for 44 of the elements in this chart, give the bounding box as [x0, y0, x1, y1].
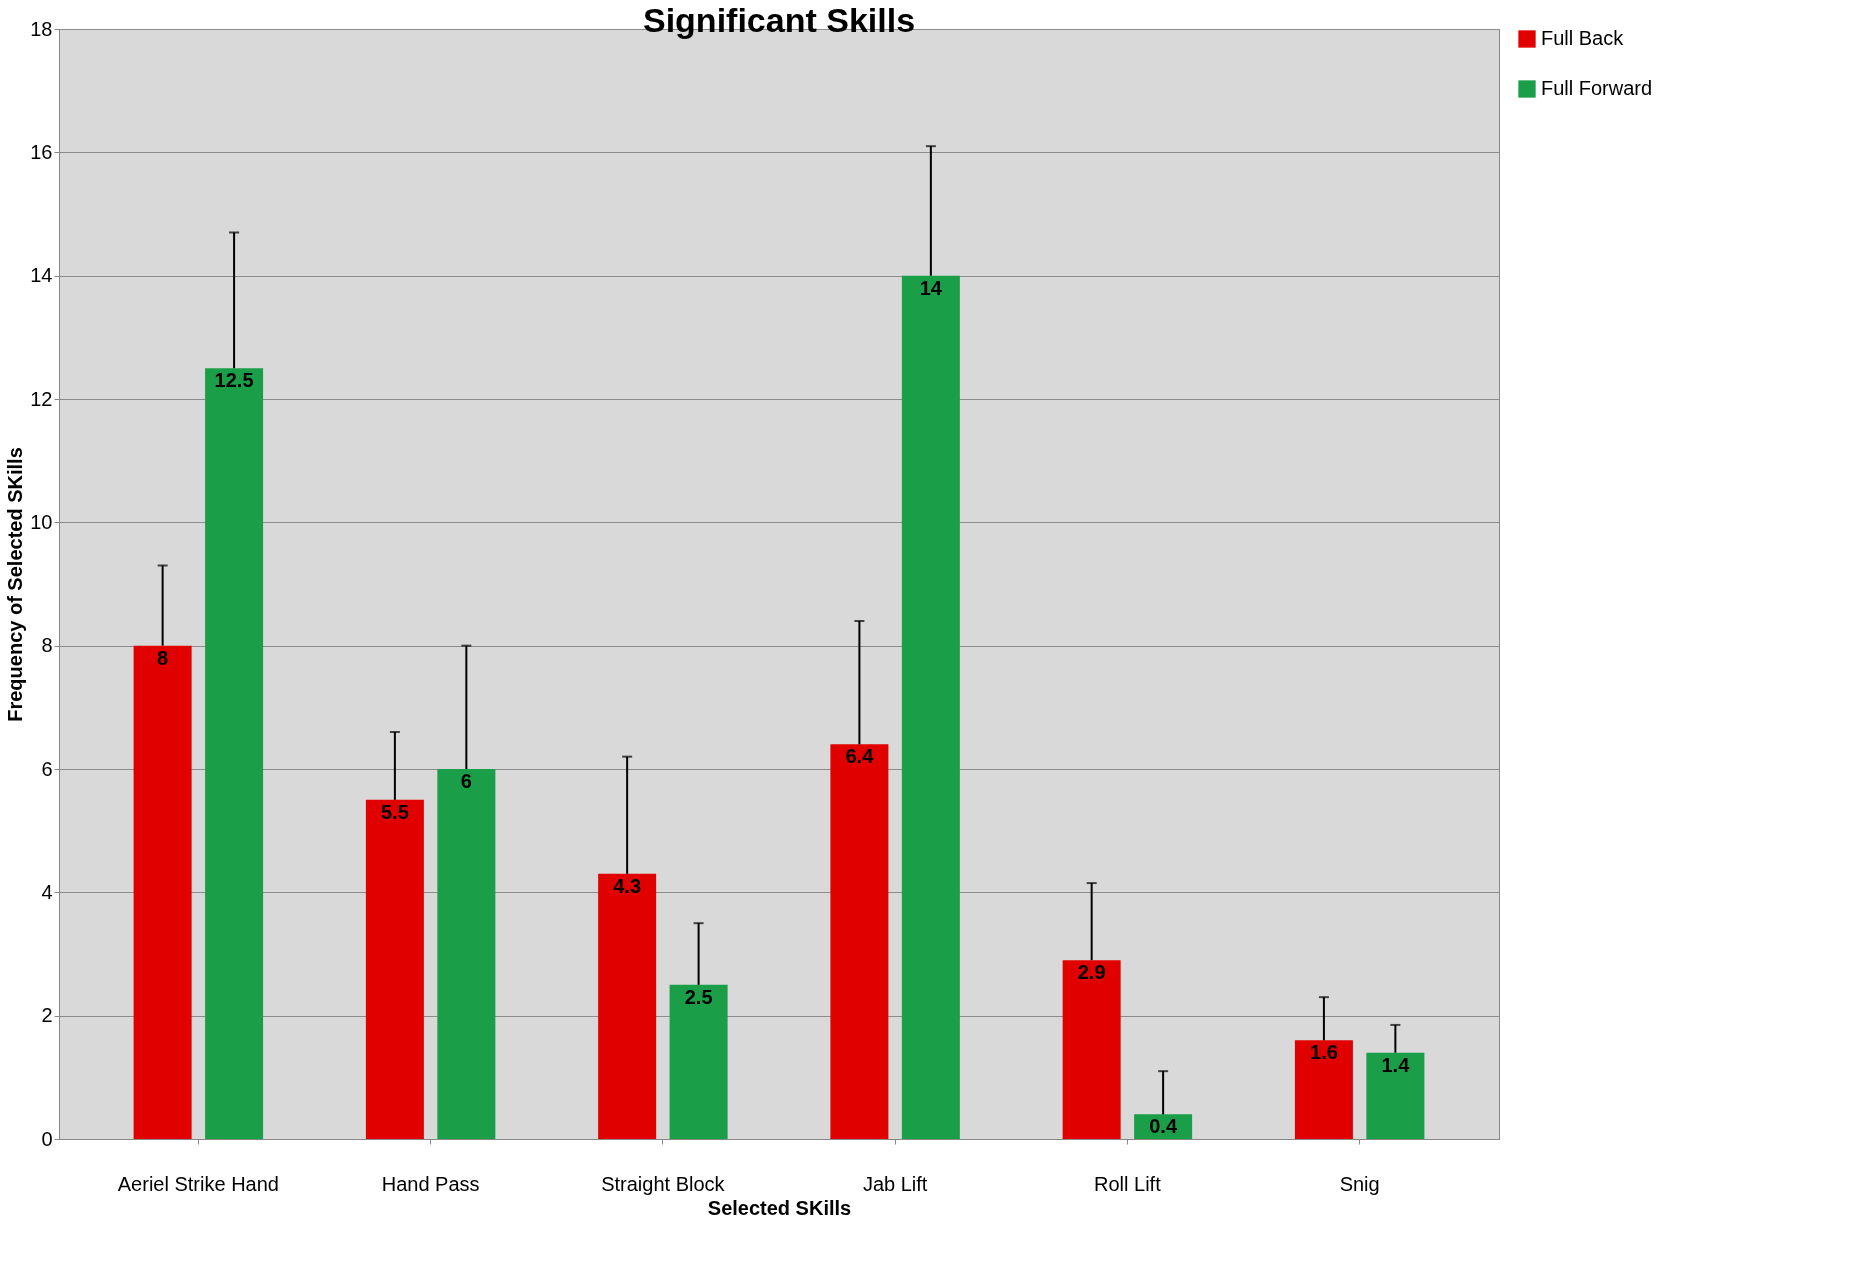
data-label: 14 — [919, 276, 943, 299]
bar — [901, 275, 960, 1139]
chart-title: Significant Skills — [642, 1, 916, 39]
x-tick-label: Straight Block — [601, 1172, 726, 1195]
y-tick-label: 8 — [41, 634, 53, 657]
y-tick-label: 4 — [41, 880, 53, 903]
x-tick-label: Hand Pass — [381, 1172, 480, 1195]
data-label: 4.3 — [613, 874, 642, 897]
x-tick-label: Snig — [1339, 1172, 1380, 1195]
y-axis-title: Frequency of Selected SKills — [4, 447, 27, 722]
data-label: 2.5 — [684, 985, 713, 1008]
bar — [598, 873, 657, 1139]
bar — [1062, 960, 1121, 1139]
data-label: 0.4 — [1149, 1115, 1178, 1138]
data-label: 1.4 — [1381, 1053, 1411, 1076]
legend-label: Full Forward — [1541, 77, 1653, 99]
x-tick-label: Jab Lift — [862, 1172, 928, 1195]
data-label: 5.5 — [380, 800, 409, 823]
data-label: 8 — [157, 646, 169, 669]
y-tick-label: 2 — [41, 1004, 53, 1027]
bar — [1294, 1040, 1353, 1139]
x-tick-label: Aeriel Strike Hand — [117, 1172, 279, 1195]
y-tick-label: 10 — [30, 510, 53, 533]
y-tick-label: 12 — [30, 387, 53, 410]
bar — [669, 984, 728, 1139]
y-tick-label: 18 — [30, 17, 53, 40]
data-label: 12.5 — [214, 369, 254, 392]
y-tick-label: 6 — [41, 757, 53, 780]
data-label: 6 — [460, 770, 472, 792]
legend-label: Full Back — [1541, 27, 1625, 49]
x-axis-title: Selected SKills — [707, 1196, 852, 1219]
x-tick-label: Roll Lift — [1094, 1172, 1162, 1195]
y-tick-label: 14 — [30, 264, 53, 287]
bar — [205, 368, 264, 1139]
bar — [830, 744, 889, 1139]
data-label: 2.9 — [1077, 961, 1106, 984]
bar — [365, 799, 424, 1139]
bar — [1366, 1052, 1425, 1139]
bar — [437, 769, 496, 1139]
data-label: 6.4 — [845, 745, 875, 768]
y-tick-label: 0 — [41, 1127, 53, 1150]
bar — [133, 645, 192, 1139]
data-label: 1.6 — [1310, 1041, 1338, 1064]
y-tick-label: 16 — [30, 140, 53, 163]
